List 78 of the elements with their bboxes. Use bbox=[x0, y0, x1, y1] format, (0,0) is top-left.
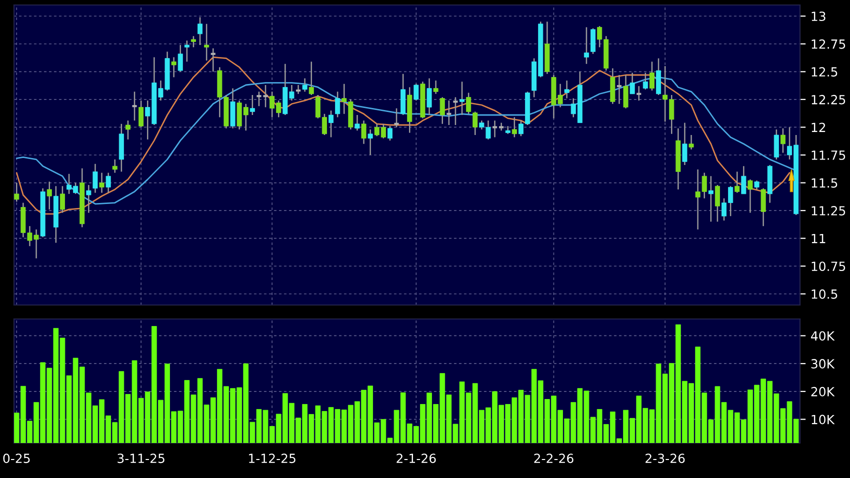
candlestick bbox=[86, 184, 92, 214]
candlestick bbox=[780, 128, 786, 154]
y-tick-label: 12.75 bbox=[812, 39, 846, 49]
candlestick bbox=[178, 44, 183, 72]
candlestick bbox=[354, 114, 360, 132]
candlestick bbox=[198, 16, 203, 46]
candlestick bbox=[433, 80, 438, 95]
y-tick-label: 10K bbox=[812, 414, 835, 424]
candlestick bbox=[741, 165, 746, 195]
candlestick bbox=[426, 78, 432, 116]
candlestick bbox=[760, 188, 766, 227]
candlestick bbox=[112, 158, 118, 174]
y-tick-label: 12 bbox=[812, 122, 826, 132]
candlestick bbox=[466, 92, 472, 115]
candlestick bbox=[361, 120, 366, 145]
candlestick bbox=[106, 172, 111, 194]
candlestick bbox=[138, 100, 144, 128]
candlestick bbox=[184, 40, 190, 62]
candlestick bbox=[590, 28, 596, 55]
candlestick bbox=[512, 116, 517, 138]
candlestick bbox=[452, 96, 459, 126]
candlestick bbox=[171, 56, 176, 78]
y-tick-label: 11 bbox=[812, 234, 826, 244]
x-tick-label: 2-2-26 bbox=[534, 454, 574, 464]
x-tick-label: 0-25 bbox=[3, 454, 30, 464]
candlestick bbox=[688, 134, 694, 150]
y-tick-label: 30K bbox=[811, 359, 835, 369]
y-tick-label: 40K bbox=[811, 331, 835, 341]
candlestick bbox=[734, 171, 740, 194]
candlestick bbox=[649, 61, 654, 92]
candlestick bbox=[210, 48, 216, 72]
candlestick bbox=[302, 78, 308, 92]
candlestick bbox=[190, 35, 196, 48]
candlestick bbox=[328, 110, 334, 138]
candlestick bbox=[656, 58, 662, 96]
candlestick bbox=[125, 120, 130, 140]
candlestick bbox=[387, 125, 392, 142]
x-tick-label: 3-11-25 bbox=[118, 454, 164, 464]
candlestick bbox=[714, 184, 720, 222]
candlestick bbox=[682, 122, 688, 166]
candlestick bbox=[460, 81, 465, 116]
candlestick bbox=[60, 185, 65, 214]
candlestick bbox=[92, 163, 98, 194]
candlestick bbox=[308, 61, 314, 96]
candlestick bbox=[774, 128, 779, 160]
candlestick bbox=[46, 181, 52, 210]
candlestick bbox=[368, 128, 373, 156]
y-tick-label: 11.25 bbox=[812, 206, 846, 216]
candlestick bbox=[440, 96, 445, 125]
y-tick-label: 10.5 bbox=[812, 289, 838, 299]
y-tick-label: 12.25 bbox=[812, 94, 846, 104]
x-tick-label: 2-3-26 bbox=[646, 454, 685, 464]
candlestick bbox=[748, 178, 753, 214]
candlestick bbox=[99, 172, 104, 194]
candlestick bbox=[446, 100, 452, 126]
y-tick-label: 10.75 bbox=[812, 262, 846, 272]
candlestick bbox=[564, 80, 570, 99]
candlestick bbox=[393, 108, 400, 128]
candlestick bbox=[630, 72, 635, 95]
y-tick-label: 12.5 bbox=[812, 67, 838, 77]
y-tick-label: 13 bbox=[812, 12, 826, 22]
candlestick bbox=[623, 74, 628, 109]
y-tick-label: 20K bbox=[811, 386, 835, 396]
candlestick bbox=[472, 111, 478, 136]
candlestick bbox=[250, 94, 255, 116]
candlestick bbox=[584, 26, 589, 65]
y-tick-label: 11.5 bbox=[812, 178, 838, 188]
x-tick-label: 2-1-26 bbox=[396, 454, 436, 464]
candlestick bbox=[14, 182, 20, 202]
x-tick-label: 1-12-25 bbox=[249, 454, 296, 464]
candlestick bbox=[131, 91, 138, 122]
candlestick bbox=[708, 175, 714, 222]
candlestick bbox=[204, 23, 210, 62]
candlestick bbox=[335, 91, 340, 118]
candlestick bbox=[642, 72, 648, 90]
y-tick-label: 11.75 bbox=[812, 150, 846, 160]
candlestick bbox=[636, 85, 642, 102]
candlestick bbox=[414, 83, 419, 102]
